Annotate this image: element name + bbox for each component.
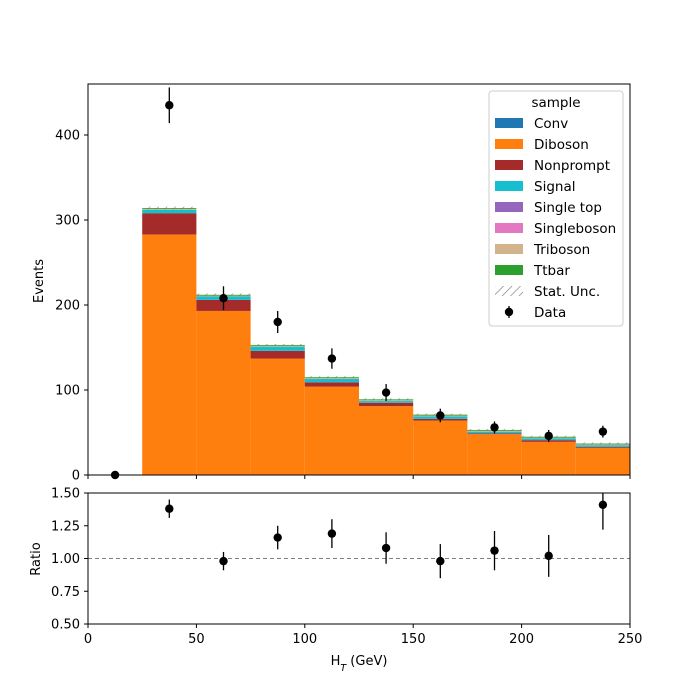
ratio-xtick-label-50: 50 xyxy=(188,632,205,647)
data-point-2 xyxy=(219,294,228,303)
bar-signal-bin-3 xyxy=(250,346,305,351)
ratio-ytick-label-0.5: 0.50 xyxy=(51,618,80,633)
bar-diboson-bin-3 xyxy=(250,358,305,475)
legend-label-data: Data xyxy=(534,305,566,321)
main-bars xyxy=(142,208,630,475)
bar-triboson-bin-3 xyxy=(250,345,305,347)
ratio-point-8 xyxy=(598,500,608,509)
legend-swatch-conv xyxy=(495,118,523,128)
ratio-xtick-label-200: 200 xyxy=(509,632,534,647)
legend-label-stat-unc: Stat. Unc. xyxy=(534,284,600,300)
legend-title: sample xyxy=(531,95,580,111)
ratio-ytick-label-0.75: 0.75 xyxy=(51,585,80,600)
data-point-1 xyxy=(165,101,174,110)
stat-unc-bin-4 xyxy=(304,376,359,379)
legend-label-signal: Signal xyxy=(534,179,575,195)
stat-unc-bin-3 xyxy=(250,343,305,347)
ratio-ytick-label-1.5: 1.50 xyxy=(51,487,80,502)
bar-diboson-bin-6 xyxy=(413,420,468,475)
bar-nonprompt-bin-1 xyxy=(142,213,197,235)
bar-diboson-bin-8 xyxy=(521,441,576,475)
data-point-5 xyxy=(381,388,391,397)
bar-signal-bin-4 xyxy=(304,378,359,383)
legend-label-conv: Conv xyxy=(534,116,568,132)
legend-label-diboson: Diboson xyxy=(534,137,589,153)
bar-nonprompt-bin-5 xyxy=(359,402,414,407)
ratio-point-1 xyxy=(219,556,228,566)
legend-label-singleboson: Singleboson xyxy=(534,221,616,237)
ratio-point-3 xyxy=(327,529,337,538)
main-ytick-label-100: 100 xyxy=(55,384,80,399)
legend-swatch-signal xyxy=(495,181,523,191)
legend-label-nonprompt: Nonprompt xyxy=(534,158,610,174)
ratio-point-0 xyxy=(165,504,174,513)
legend-swatch-nonprompt xyxy=(495,160,523,170)
bar-signal-bin-5 xyxy=(359,401,414,403)
data-point-9 xyxy=(598,427,608,436)
bar-diboson-bin-1 xyxy=(142,234,197,475)
main-ytick-label-400: 400 xyxy=(55,129,80,144)
ratio-xtick-label-150: 150 xyxy=(401,632,426,647)
legend-swatch-diboson xyxy=(495,139,523,149)
bar-triboson-bin-4 xyxy=(304,378,359,379)
ratio-panel: 0.50 0.75 1.00 1.25 1.50 0 50 100 150 200 250 Rat… xyxy=(29,487,642,674)
data-point-3 xyxy=(273,317,282,327)
bar-nonprompt-bin-9 xyxy=(575,446,630,448)
ratio-xtick-label-0: 0 xyxy=(84,632,92,647)
bar-diboson-bin-4 xyxy=(304,386,359,475)
data-point-6 xyxy=(436,411,445,420)
x-axis-label: HT (GeV) xyxy=(331,654,388,674)
data-point-8 xyxy=(544,431,553,441)
legend-label-single-top: Single top xyxy=(534,200,602,216)
ratio-point-5 xyxy=(436,556,445,566)
bar-nonprompt-bin-3 xyxy=(250,350,305,359)
ratio-point-7 xyxy=(544,551,553,561)
ratio-point-4 xyxy=(381,543,391,553)
ratio-x-ticks: 0 50 100 150 200 250 xyxy=(84,624,643,647)
ratio-ytick-label-1: 1.00 xyxy=(51,552,80,567)
legend: sample Conv Diboson Nonprompt Signal Single … xyxy=(488,90,624,327)
legend-swatch-ttbar xyxy=(495,265,523,275)
bar-signal-bin-1 xyxy=(142,209,197,214)
legend-label-triboson: Triboson xyxy=(533,242,590,258)
main-y-ticks: 0 100 200 300 400 xyxy=(55,129,88,484)
data-point-7 xyxy=(490,423,499,432)
main-frame xyxy=(87,83,631,476)
ratio-y-axis-label: Ratio xyxy=(29,542,44,575)
bar-diboson-bin-2 xyxy=(196,310,251,475)
main-x-ticks xyxy=(87,475,631,479)
legend-swatch-data xyxy=(504,307,514,317)
legend-label-ttbar: Ttbar xyxy=(533,263,570,279)
ratio-point-2 xyxy=(273,533,282,542)
ratio-points xyxy=(165,493,608,579)
bar-nonprompt-bin-4 xyxy=(304,382,359,387)
main-y-axis-label: Events xyxy=(32,259,47,303)
ratio-xtick-label-250: 250 xyxy=(618,632,643,647)
main-ytick-label-0: 0 xyxy=(72,469,80,484)
legend-swatch-triboson xyxy=(495,244,523,254)
ratio-ytick-label-1.25: 1.25 xyxy=(51,519,80,534)
main-ytick-label-300: 300 xyxy=(55,214,80,229)
bar-triboson-bin-9 xyxy=(575,444,630,446)
legend-swatch-stat-unc xyxy=(495,286,523,296)
data-points xyxy=(110,87,608,480)
ratio-xtick-label-100: 100 xyxy=(292,632,317,647)
bar-diboson-bin-5 xyxy=(359,406,414,475)
ratio-point-6 xyxy=(490,546,499,555)
main-ytick-label-200: 200 xyxy=(55,299,80,314)
bar-signal-bin-9 xyxy=(575,445,630,447)
data-point-4 xyxy=(327,354,337,363)
bar-diboson-bin-9 xyxy=(575,447,630,475)
stat-unc-bin-1 xyxy=(142,206,197,210)
bar-nonprompt-bin-7 xyxy=(467,433,522,435)
legend-swatch-singleboson xyxy=(495,223,523,233)
ratio-y-ticks: 0.50 0.75 1.00 1.25 1.50 xyxy=(51,487,88,633)
stat-unc-bin-9 xyxy=(575,442,630,445)
bar-diboson-bin-7 xyxy=(467,434,522,475)
legend-swatch-single-top xyxy=(495,202,523,212)
